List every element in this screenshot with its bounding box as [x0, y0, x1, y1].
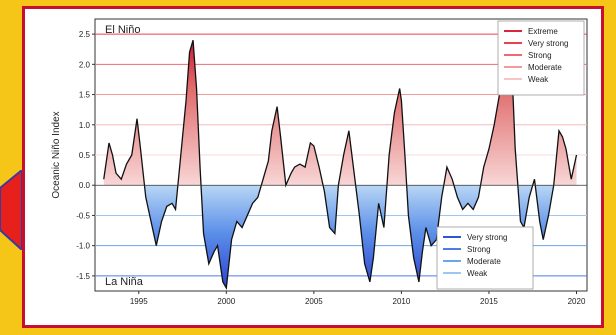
- y-axis-label: Oceanic Niño Index: [51, 111, 62, 198]
- x-tick-label: 2005: [305, 297, 323, 306]
- legend-label: Moderate: [528, 63, 562, 72]
- x-tick-label: 2010: [393, 297, 411, 306]
- legend-label: Very strong: [467, 233, 507, 242]
- x-tick-label: 2015: [480, 297, 498, 306]
- y-tick-label: 1.0: [79, 121, 91, 130]
- el-nino-legend: Extreme Very strong Strong Moderate Weak: [497, 20, 585, 96]
- la-nina-annotation: La Niña: [105, 276, 144, 288]
- x-tick-label: 2020: [568, 297, 586, 306]
- la-nina-legend: Very strong Strong Moderate Weak: [436, 226, 534, 290]
- la-nina-area: [103, 185, 577, 288]
- x-tick-label: 1995: [130, 297, 148, 306]
- legend-label: Strong: [528, 51, 552, 60]
- legend-label: Extreme: [528, 27, 558, 36]
- oni-chart: -1.5 -1.0 -0.5 0.0 0.5 1.0 1.5 2.0 2.5 1995 2000 2…: [51, 18, 588, 306]
- y-tick-label: -1.0: [76, 242, 90, 251]
- red-arrow-decoration: [0, 170, 22, 250]
- y-tick-label: 1.5: [79, 91, 91, 100]
- chart-frame: -1.5 -1.0 -0.5 0.0 0.5 1.0 1.5 2.0 2.5 1995 2000 2…: [22, 6, 604, 328]
- y-tick-label: 0.5: [79, 151, 91, 160]
- y-tick-label: -1.5: [76, 272, 90, 281]
- el-nino-annotation: El Niño: [105, 24, 140, 36]
- legend-label: Weak: [467, 269, 488, 278]
- legend-label: Very strong: [528, 39, 568, 48]
- y-tick-label: 2.0: [79, 60, 91, 69]
- y-tick-label: -0.5: [76, 211, 90, 220]
- legend-label: Moderate: [467, 257, 501, 266]
- y-tick-label: 0.0: [79, 181, 91, 190]
- x-tick-label: 2000: [217, 297, 235, 306]
- y-tick-label: 2.5: [79, 30, 91, 39]
- legend-label: Weak: [528, 75, 549, 84]
- legend-label: Strong: [467, 245, 491, 254]
